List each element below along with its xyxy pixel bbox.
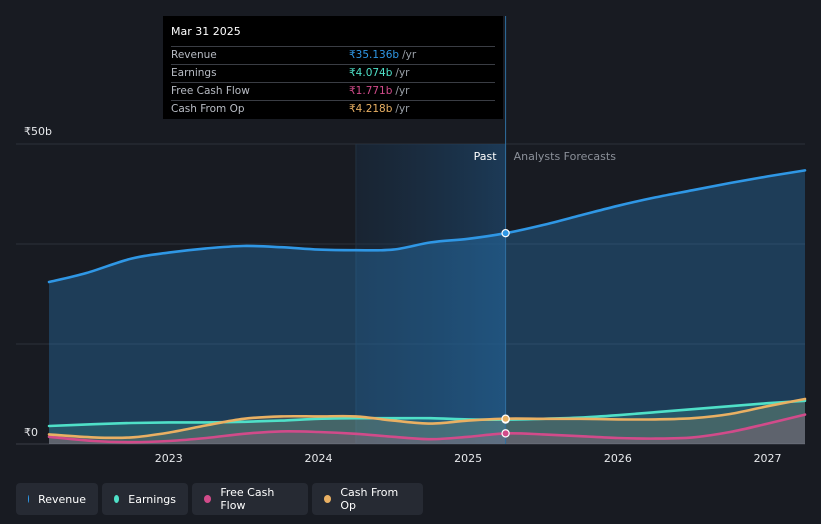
cash-from-op-marker (501, 414, 510, 423)
tooltip-unit: /yr (395, 103, 410, 115)
revenue-dot-icon (28, 495, 30, 503)
earnings-line (47, 399, 807, 428)
x-tick-label: 2026 (604, 452, 632, 465)
tooltip-row-revenue: Revenue ₹35.136b /yr (171, 46, 495, 64)
tooltip-row-cash-from-op: Cash From Op ₹4.218b /yr (171, 100, 495, 118)
x-tick-label: 2027 (754, 452, 782, 465)
series-lines (47, 169, 807, 444)
tooltip-unit: /yr (402, 49, 417, 61)
highlight-markers (501, 228, 510, 438)
revenue-line (47, 169, 807, 284)
legend-label: Free Cash Flow (220, 486, 275, 512)
tooltip-value: ₹35.136b (349, 49, 400, 61)
legend-item-earnings[interactable]: Earnings (102, 483, 188, 515)
past-region-shade (355, 144, 506, 444)
free-cash-flow-marker (501, 429, 510, 438)
tooltip-value: ₹1.771b (349, 85, 393, 97)
tooltip-row-earnings: Earnings ₹4.074b /yr (171, 64, 495, 82)
cash-from-op-line (47, 397, 807, 440)
legend: Revenue Earnings Free Cash Flow Cash Fro… (16, 483, 423, 515)
legend-label: Cash From Op (340, 486, 399, 512)
x-axis-ticks: 2023 2024 2025 2026 2027 (155, 452, 782, 465)
tooltip-unit: /yr (395, 85, 410, 97)
cash-from-op-area (49, 399, 805, 444)
x-tick-label: 2023 (155, 452, 183, 465)
tooltip-label: Cash From Op (171, 103, 245, 115)
tooltip-unit: /yr (395, 67, 410, 79)
past-label: Past (474, 150, 498, 163)
tooltip: Mar 31 2025 Revenue ₹35.136b /yr Earning… (163, 16, 503, 119)
x-tick-label: 2025 (454, 452, 482, 465)
free-cash-flow-dot-icon (204, 495, 212, 503)
tooltip-label: Earnings (171, 67, 217, 79)
tooltip-value: ₹4.074b (349, 67, 393, 79)
cash-from-op-dot-icon (324, 495, 332, 503)
forecast-label: Analysts Forecasts (514, 150, 617, 163)
tooltip-date: Mar 31 2025 (171, 25, 241, 38)
tooltip-label: Free Cash Flow (171, 85, 250, 97)
tooltip-label: Revenue (171, 49, 217, 61)
legend-label: Revenue (38, 492, 86, 506)
tooltip-row-free-cash-flow: Free Cash Flow ₹1.771b /yr (171, 82, 495, 100)
y-axis-zero-label: ₹0 (24, 426, 38, 439)
y-axis-max-label: ₹50b (24, 125, 52, 138)
legend-item-cash-from-op[interactable]: Cash From Op (312, 483, 423, 515)
free-cash-flow-area (49, 414, 805, 444)
earnings-dot-icon (114, 495, 120, 503)
revenue-area (49, 170, 805, 444)
x-tick-label: 2024 (304, 452, 332, 465)
free-cash-flow-line (47, 413, 807, 444)
legend-label: Earnings (128, 492, 176, 506)
tooltip-value: ₹4.218b (349, 103, 393, 115)
legend-item-free-cash-flow[interactable]: Free Cash Flow (192, 483, 308, 515)
revenue-marker (501, 228, 510, 238)
legend-item-revenue[interactable]: Revenue (16, 483, 98, 515)
